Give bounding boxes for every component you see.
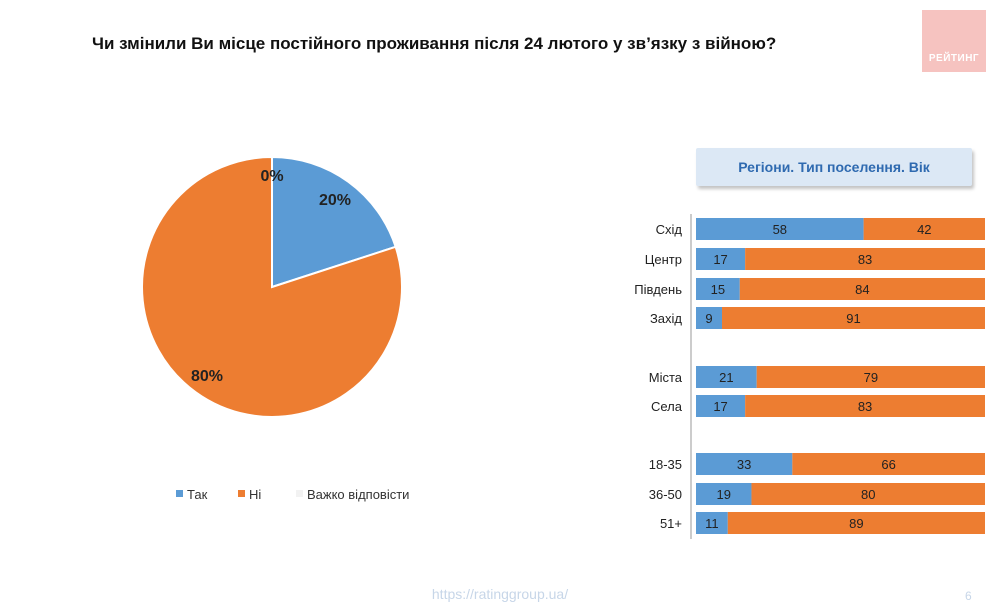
bar-no-5 [756,366,985,388]
bar-value-yes-6: 17 [713,399,727,414]
page-number: 6 [965,589,972,603]
bar-value-no-4: 91 [846,311,860,326]
bar-no-6 [745,395,985,417]
bar-no-2 [745,248,985,270]
bar-value-yes-4: 9 [705,311,712,326]
rating-logo: РЕЙТИНГ [922,10,986,72]
bar-yes-1 [696,218,864,240]
legend-label-1: Так [187,487,208,502]
bar-value-no-1: 42 [917,222,931,237]
bar-yes-9 [696,512,728,534]
pie-label-1: 20% [319,192,351,209]
pie-slice-1 [271,155,397,289]
bar-yes-4 [696,307,723,329]
bar-no-7 [792,453,985,475]
bar-value-yes-9: 11 [705,516,719,531]
pie-slice-2 [141,155,403,418]
bar-value-no-6: 83 [858,399,872,414]
category-label-2: Центр [645,252,682,267]
bar-yes-3 [696,278,740,300]
bar-value-yes-5: 21 [719,370,733,385]
bar-chart-panel-header: Регіони. Тип поселення. Вік [696,148,972,186]
bar-value-no-3: 84 [855,282,869,297]
logo-text: РЕЙТИНГ [928,53,980,64]
legend-label-2: Ні [249,487,261,502]
category-label-9: 51+ [660,516,682,531]
bar-yes-2 [696,248,746,270]
bar-no-3 [739,278,985,300]
bar-value-yes-3: 15 [711,282,725,297]
legend-swatch-3 [296,490,303,497]
category-label-5: Міста [649,370,683,385]
category-label-3: Південь [634,282,682,297]
pie-label-3: 0% [260,168,283,185]
footer-url[interactable]: https://ratinggroup.ua/ [431,586,569,602]
bar-no-1 [863,218,985,240]
bar-value-yes-7: 33 [737,457,751,472]
bar-no-9 [727,512,985,534]
page-title: Чи змінили Ви місце постійного проживанн… [92,34,777,53]
legend-swatch-1 [176,490,183,497]
bar-yes-6 [696,395,746,417]
bar-no-8 [751,483,985,505]
bar-value-yes-8: 19 [716,487,730,502]
legend-swatch-2 [238,490,245,497]
bar-value-no-9: 89 [849,516,863,531]
bar-value-yes-1: 58 [773,222,787,237]
bar-value-no-2: 83 [858,252,872,267]
bar-yes-8 [696,483,752,505]
category-label-8: 36-50 [649,487,682,502]
category-label-6: Села [651,399,683,414]
bar-no-4 [722,307,985,329]
bar-value-yes-2: 17 [713,252,727,267]
pie-label-2: 80% [191,368,223,385]
bar-yes-5 [696,366,757,388]
bar-value-no-5: 79 [864,370,878,385]
legend-label-3: Важко відповісти [307,487,409,502]
bar-yes-7 [696,453,793,475]
category-label-4: Захід [650,311,682,326]
bar-value-no-7: 66 [881,457,895,472]
category-label-7: 18-35 [649,457,682,472]
bar-value-no-8: 80 [861,487,875,502]
category-label-1: Схід [656,222,683,237]
